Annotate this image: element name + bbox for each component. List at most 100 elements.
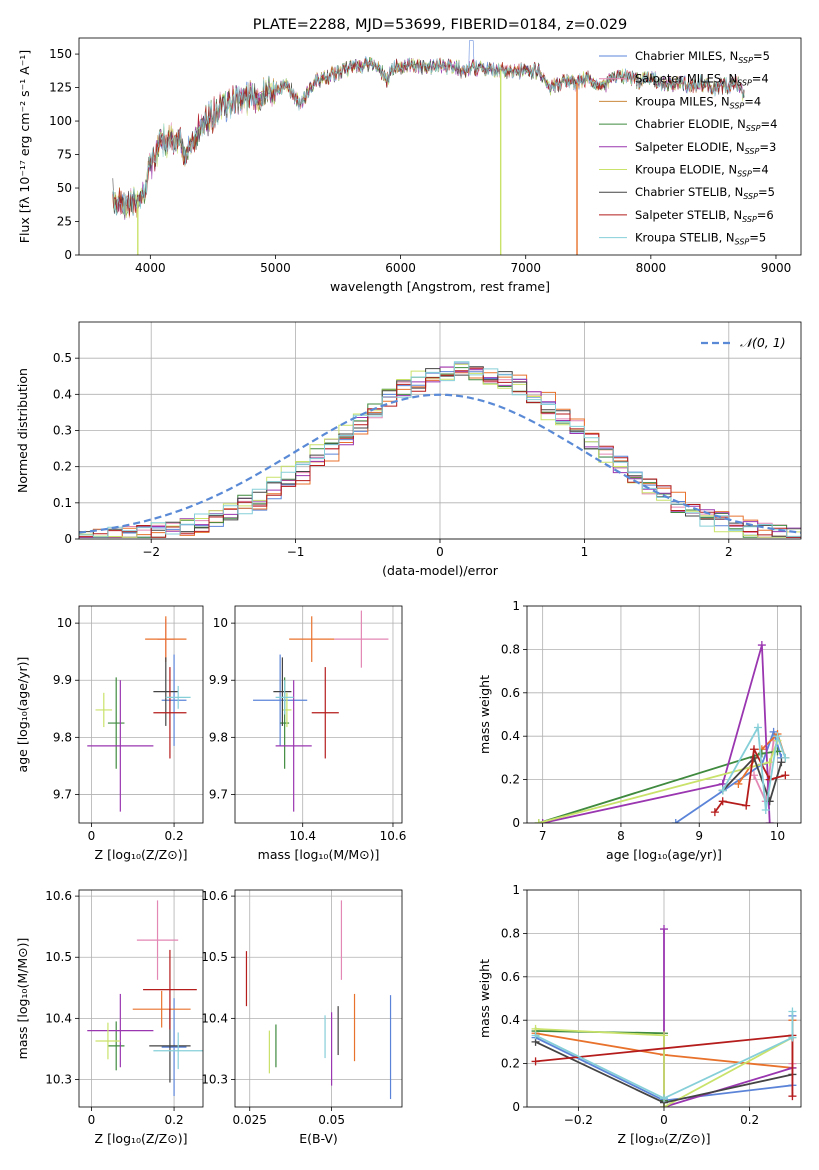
x-axis-label: Z [log₁₀(Z/Z⊙)] xyxy=(95,847,188,862)
hist-step xyxy=(79,361,801,538)
plot-area-weight_vs_age xyxy=(534,641,790,823)
x-tick-label: −2 xyxy=(142,545,160,559)
plot-area-age_vs_mass xyxy=(253,610,389,812)
weight-marker xyxy=(788,1033,797,1042)
x-axis-label: (data-model)/error xyxy=(382,563,499,578)
legend-label: Salpeter STELIB, NSSP=6 xyxy=(635,208,774,224)
x-tick-label: 7000 xyxy=(510,261,541,275)
axes-frame xyxy=(78,37,802,256)
x-tick-label: 4000 xyxy=(135,261,166,275)
weight-marker xyxy=(765,758,774,767)
y-tick-label: 25 xyxy=(57,215,72,229)
axes-weight_vs_age: 7 8 9 10 0 0.2 0.4 0.6 0.8 1 age [log₁₀(age/yr)] ma… xyxy=(477,599,802,862)
x-tick-label: 0 xyxy=(436,545,444,559)
plot-area-mass_vs_ebv xyxy=(245,900,392,1100)
x-tick-label: 8 xyxy=(617,829,625,843)
weight-line xyxy=(535,1028,793,1107)
weight-line xyxy=(538,750,778,823)
weight-marker xyxy=(660,1094,668,1103)
weight-line xyxy=(714,746,786,813)
y-tick-label: 0 xyxy=(64,532,72,546)
y-tick-label: 10.6 xyxy=(201,889,228,903)
x-tick-label: 1 xyxy=(581,545,589,559)
y-tick-label: 0.8 xyxy=(501,642,520,656)
y-tick-label: 10.3 xyxy=(45,1072,72,1086)
axes-mass_vs_ebv: 0.025 0.05 10.3 10.4 10.5 10.6 E(B-V) xyxy=(201,889,403,1146)
weight-marker xyxy=(531,1057,540,1066)
y-tick-label: 9.7 xyxy=(209,787,228,801)
y-tick-label: 1 xyxy=(512,883,520,897)
plot-area-mass_vs_Z xyxy=(87,900,203,1096)
weight-marker xyxy=(534,819,543,823)
x-tick-label: 0.05 xyxy=(318,1113,345,1127)
y-tick-label: 10 xyxy=(57,616,72,630)
weight-marker xyxy=(734,779,743,788)
y-tick-label: 0.4 xyxy=(501,1013,520,1027)
weight-marker xyxy=(788,1007,797,1016)
y-tick-label: 0.6 xyxy=(501,970,520,984)
y-tick-label: 100 xyxy=(49,114,72,128)
y-tick-label: 0 xyxy=(512,816,520,830)
axes-frame xyxy=(526,605,802,824)
y-tick-label: 10.5 xyxy=(201,950,228,964)
y-tick-label: 150 xyxy=(49,47,72,61)
weight-line xyxy=(675,729,783,823)
x-tick-label: 0 xyxy=(88,829,96,843)
y-tick-label: 10.5 xyxy=(45,950,72,964)
x-tick-label: 10.6 xyxy=(380,829,407,843)
axes-frame xyxy=(234,605,403,824)
x-tick-label: 0 xyxy=(660,1113,668,1127)
y-tick-label: 0.1 xyxy=(53,496,72,510)
weight-marker xyxy=(781,771,790,780)
legend-label: Kroupa ELODIE, NSSP=4 xyxy=(635,163,769,179)
x-tick-label: 0.2 xyxy=(740,1113,759,1127)
x-tick-label: 5000 xyxy=(260,261,291,275)
weight-marker xyxy=(777,758,786,767)
y-tick-label: 0.5 xyxy=(53,351,72,365)
y-tick-label: 0.6 xyxy=(501,686,520,700)
y-axis-label: mass [log₁₀(M/M⊙)] xyxy=(15,938,30,1060)
weight-marker xyxy=(750,745,759,754)
weight-line xyxy=(542,644,771,823)
weight-marker xyxy=(671,819,680,823)
weight-line xyxy=(722,756,783,805)
y-tick-label: 10.4 xyxy=(45,1011,72,1025)
axes-age_vs_mass: 10.4 10.6 9.7 9.8 9.9 10 mass [log₁₀(M/M⊙)] xyxy=(209,605,407,862)
x-tick-label: 7 xyxy=(539,829,547,843)
x-axis-label: age [log₁₀(age/yr)] xyxy=(606,847,722,862)
y-tick-label: 0.2 xyxy=(501,1057,520,1071)
weight-marker xyxy=(761,805,770,814)
y-tick-label: 9.9 xyxy=(53,673,72,687)
weight-line xyxy=(538,740,779,823)
axes-weight_vs_Z: −0.2 0 0.2 0 0.2 0.4 0.6 0.8 1 Z [log₁₀(Z/Z⊙)] mas… xyxy=(477,883,802,1146)
legend-label: Chabrier ELODIE, NSSP=4 xyxy=(635,117,777,133)
x-tick-label: 2 xyxy=(725,545,733,559)
y-tick-label: 10.3 xyxy=(201,1072,228,1086)
axes-mass_vs_Z: 0 0.2 10.3 10.4 10.5 10.6 Z [log₁₀(Z/Z⊙)] mass … xyxy=(15,889,204,1146)
weight-marker xyxy=(788,1092,797,1101)
legend-label: Chabrier MILES, NSSP=5 xyxy=(635,49,770,65)
plot-area-age_vs_Z xyxy=(87,616,191,812)
plot-area-spectrum xyxy=(112,40,745,255)
y-tick-label: 75 xyxy=(57,148,72,162)
weight-line xyxy=(535,1011,794,1100)
x-axis-label: Z [log₁₀(Z/Z⊙)] xyxy=(618,1131,711,1146)
legend-label: Salpeter MILES, NSSP=4 xyxy=(635,72,769,88)
axes-frame xyxy=(78,605,204,824)
legend-label: Salpeter ELODIE, NSSP=3 xyxy=(635,140,776,156)
weight-marker xyxy=(538,819,547,823)
x-axis-label: E(B-V) xyxy=(299,1131,338,1146)
weight-marker xyxy=(765,819,774,823)
y-tick-label: 9.9 xyxy=(209,673,228,687)
normal-curve xyxy=(79,393,801,534)
y-tick-label: 0.2 xyxy=(53,460,72,474)
y-axis-label: mass weight xyxy=(477,959,492,1038)
axes-spectrum: 4000 5000 6000 7000 8000 9000 0 25 50 75 100 125 150… xyxy=(17,17,802,294)
y-axis-label: Flux [fλ 10⁻¹⁷ erg cm⁻² s⁻¹ A⁻¹] xyxy=(17,50,32,243)
x-tick-label: −1 xyxy=(287,545,305,559)
weight-marker xyxy=(718,797,727,806)
y-tick-label: 0 xyxy=(512,1100,520,1114)
y-tick-label: 1 xyxy=(512,599,520,613)
x-tick-label: 0.025 xyxy=(233,1113,267,1127)
